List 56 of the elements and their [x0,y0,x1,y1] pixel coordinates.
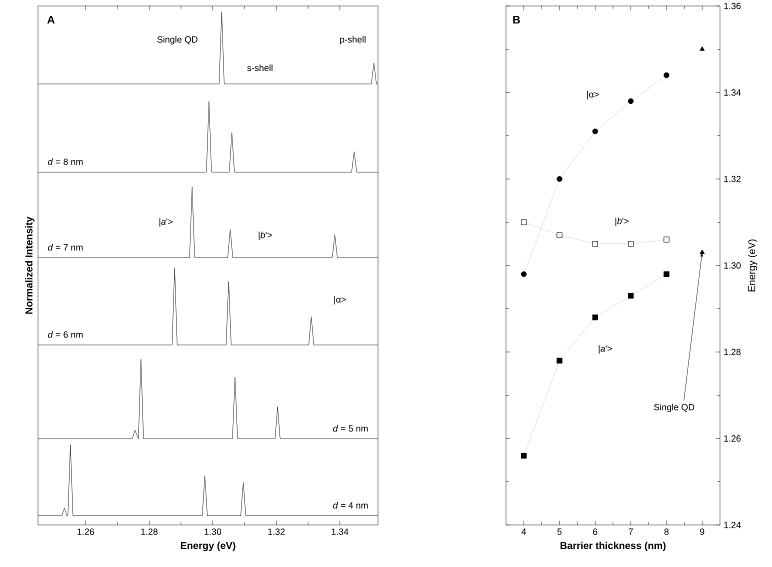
x-tick-label: 1.30 [204,528,222,535]
annotation: p-shell [340,36,366,44]
x-axis-title: Barrier thickness (nm) [560,542,666,552]
series-label: |b'> [615,218,629,226]
x-tick-label: 7 [628,528,633,535]
chart-title: A [47,16,55,24]
annotation: |b'> [258,232,272,240]
point [664,236,670,242]
point [628,241,634,247]
y-axis-title: Normalized Intensity [25,216,34,314]
y-tick-label: 1.28 [724,348,741,356]
point [592,128,598,134]
point [556,358,562,364]
x-tick-label: 1.28 [141,528,158,535]
text: |α> [587,90,599,100]
x-tick-label: 1.32 [268,528,285,535]
x-tick-label: 5 [557,528,562,535]
annotation: |a'> [159,218,173,227]
point [664,271,670,277]
y-axis-title: Energy (eV) [748,239,758,292]
x-tick-label: 1.34 [332,528,348,535]
point [556,232,562,238]
y-tick-label: 1.34 [724,89,741,96]
point [664,72,670,78]
series-label: d = 7 nm [48,244,83,251]
point [700,46,705,51]
annotation: Single QD [654,404,694,412]
series-label: d = 5 nm [333,425,368,432]
x-tick-label: 8 [664,528,669,535]
x-tick-label: 6 [593,528,598,535]
point [628,292,634,299]
point [520,271,527,277]
annotation: |α> [334,296,346,304]
series-label: d = 4 nm [333,502,368,509]
y-tick-label: 1.26 [724,435,741,442]
point [592,314,598,320]
x-tick-label: 9 [700,528,704,535]
y-tick-label: 1.32 [724,176,741,182]
x-tick-label: 1.26 [78,528,94,535]
text: B [513,16,520,24]
x-tick-label: 4 [522,528,526,535]
point [520,219,527,226]
point [520,452,527,459]
series-label: d = 8 nm [48,158,83,165]
text: Single QD [157,36,198,44]
point [556,176,562,182]
y-tick-label: 1.36 [724,2,741,10]
point [592,241,598,247]
annotation: s-shell [247,64,272,72]
y-tick-label: 1.24 [724,522,741,528]
point [700,250,705,254]
text: |a'> [598,345,612,354]
point [628,98,634,104]
y-tick-label: 1.30 [724,262,741,269]
series-label: d = 6 nm [48,331,83,338]
x-axis-title: Energy (eV) [180,542,236,552]
